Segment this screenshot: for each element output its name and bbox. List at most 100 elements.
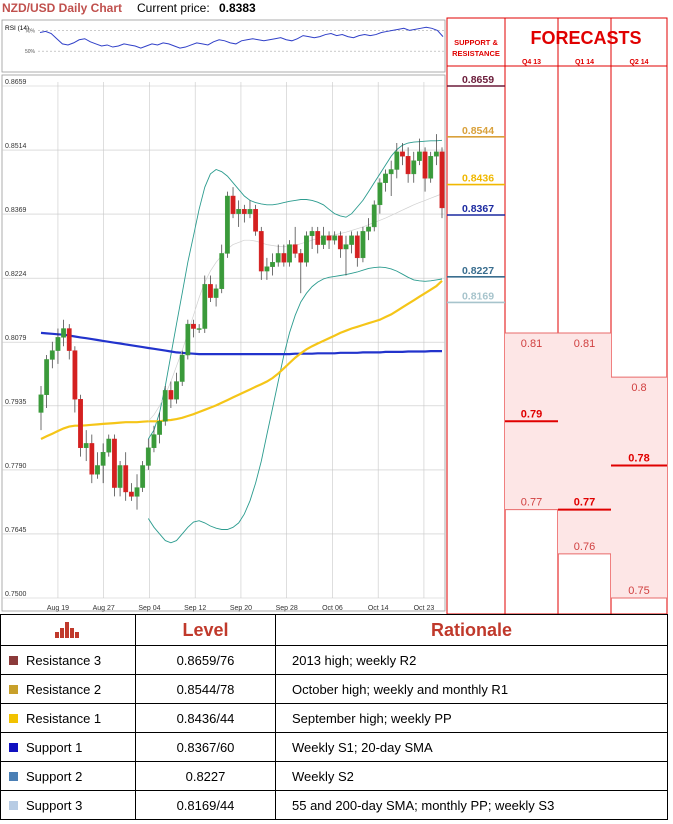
- forecast-low-label: 0.75: [628, 585, 649, 597]
- table-row: Support 1 0.8367/60 Weekly S1; 20-day SMA: [0, 732, 668, 762]
- levels-table: Level Rationale Resistance 3 0.8659/76 201…: [0, 614, 668, 820]
- candle: [360, 226, 366, 263]
- chart-title: NZD/USD Daily Chart: [2, 1, 123, 15]
- forecast-quarter-label: Q4 13: [522, 59, 541, 66]
- level-name: Support 1: [26, 739, 83, 755]
- level-name-cell: Support 1: [0, 732, 136, 762]
- candle-body: [117, 465, 123, 488]
- candle-body: [354, 235, 360, 259]
- current-price-value: 0.8383: [219, 1, 256, 15]
- candle: [168, 381, 174, 409]
- level-rationale: October high; weekly and monthly R1: [275, 674, 668, 704]
- forecast-high-label: 0.8: [631, 382, 646, 394]
- candle: [106, 434, 112, 457]
- candle-body: [411, 160, 417, 175]
- candle: [326, 231, 332, 250]
- forecast-quarter-label: Q2 14: [629, 59, 648, 66]
- level-rationale: 2013 high; weekly R2: [275, 645, 668, 675]
- candle: [83, 430, 89, 462]
- rsi-frame: [1, 19, 446, 73]
- candle: [157, 412, 163, 444]
- forecast-range-box: [611, 377, 667, 598]
- level-name-cell: Resistance 1: [0, 703, 136, 733]
- rsi-line: [39, 26, 444, 49]
- table-header-rationale: Rationale: [275, 614, 668, 646]
- x-tick-label: Aug 19: [47, 605, 69, 612]
- candle: [309, 226, 315, 250]
- candle-body: [49, 350, 55, 360]
- bollinger-lower-line: [147, 266, 443, 544]
- candle: [383, 169, 388, 192]
- candle-body: [202, 284, 208, 329]
- candle: [61, 319, 66, 347]
- candle: [349, 231, 355, 254]
- candle-body: [281, 253, 287, 263]
- candle: [72, 346, 78, 413]
- candle-body: [44, 359, 50, 395]
- candle-body: [371, 204, 377, 228]
- candle-body: [191, 323, 196, 329]
- candle-body: [157, 421, 163, 435]
- y-tick-label: 0.7645: [5, 527, 27, 534]
- candle: [89, 434, 95, 484]
- level-label: 0.8436: [462, 173, 494, 185]
- candle-body: [196, 328, 202, 330]
- level-name-cell: Support 2: [0, 761, 136, 791]
- level-value: 0.8367/60: [135, 732, 276, 762]
- current-price-label: Current price:: [137, 1, 210, 15]
- level-color-swatch: [9, 742, 18, 752]
- candle: [366, 218, 371, 241]
- levels-table-wrap: Level Rationale Resistance 3 0.8659/76 201…: [0, 614, 668, 820]
- candle-body: [258, 231, 264, 272]
- candle: [354, 231, 360, 267]
- candle-body: [162, 390, 168, 422]
- candle-body: [309, 231, 315, 236]
- candle-body: [185, 323, 191, 356]
- candle: [253, 204, 259, 236]
- candle: [258, 226, 264, 280]
- candle-body: [343, 244, 349, 250]
- table-row: Resistance 2 0.8544/78 October high; weekl…: [0, 674, 668, 704]
- forecast-high-label: 0.81: [521, 338, 542, 350]
- forecast-panel-border: [446, 17, 668, 614]
- price-chart-frame: [1, 74, 446, 612]
- candle: [411, 151, 417, 183]
- table-header-icon-cell: [0, 614, 136, 646]
- candle: [196, 324, 202, 333]
- candle: [151, 425, 157, 453]
- candle: [78, 394, 83, 457]
- forecasts-title: FORECASTS: [530, 28, 641, 48]
- candle-body: [236, 209, 242, 214]
- level-color-swatch: [9, 684, 18, 694]
- candle: [315, 226, 321, 254]
- level-label: 0.8659: [462, 74, 494, 86]
- candle: [55, 328, 61, 364]
- level-value: 0.8169/44: [135, 790, 276, 820]
- candle-body: [151, 434, 157, 449]
- candle: [304, 231, 309, 267]
- candle: [281, 244, 287, 267]
- candle-body: [417, 151, 422, 161]
- candle: [292, 226, 298, 258]
- level-name-cell: Resistance 2: [0, 674, 136, 704]
- candle-body: [128, 491, 134, 497]
- candle: [179, 350, 185, 386]
- level-rationale: Weekly S1; 20-day SMA: [275, 732, 668, 762]
- level-rationale: Weekly S2: [275, 761, 668, 791]
- x-tick-label: Sep 12: [184, 605, 206, 612]
- candle-body: [366, 226, 371, 232]
- level-label: 0.8227: [462, 265, 494, 277]
- y-tick-label: 0.8079: [5, 335, 27, 342]
- table-row: Support 3 0.8169/44 55 and 200-day SMA; mo…: [0, 790, 668, 820]
- x-tick-label: Oct 14: [368, 605, 389, 612]
- y-tick-label: 0.7790: [5, 463, 27, 470]
- candle-body: [145, 447, 151, 466]
- candle: [287, 240, 292, 267]
- candle: [264, 257, 270, 280]
- candle: [38, 385, 44, 431]
- candle-body: [433, 151, 439, 157]
- candle-body: [140, 465, 146, 488]
- candle-body: [55, 337, 61, 351]
- candle: [428, 151, 434, 183]
- level-color-swatch: [9, 655, 18, 665]
